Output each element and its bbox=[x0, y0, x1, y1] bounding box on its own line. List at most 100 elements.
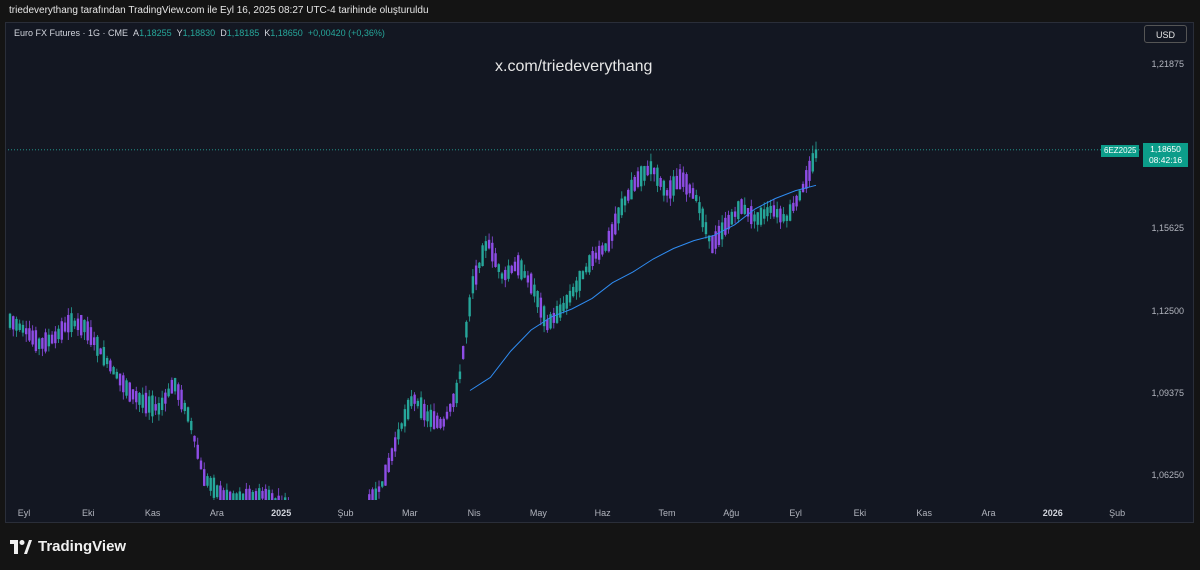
candle bbox=[623, 195, 627, 213]
price-tick-label: 1,06250 bbox=[1151, 470, 1184, 480]
candle bbox=[669, 175, 672, 206]
candle bbox=[403, 404, 407, 433]
symbol-legend: Euro FX Futures · 1G · CME A1,18255 Y1,1… bbox=[14, 28, 385, 38]
candle bbox=[539, 292, 543, 326]
candle bbox=[128, 381, 131, 403]
change-value: +0,00420 (+0,36%) bbox=[307, 28, 385, 38]
watermark: x.com/triedeverythang bbox=[495, 58, 653, 75]
candle bbox=[274, 497, 277, 500]
time-tick-label: Ara bbox=[981, 508, 996, 518]
candle bbox=[520, 258, 523, 281]
candle bbox=[190, 417, 193, 435]
candle bbox=[698, 196, 701, 221]
candle bbox=[649, 153, 653, 182]
candle bbox=[31, 325, 34, 347]
candle bbox=[468, 294, 471, 322]
long-moving-average-line bbox=[469, 184, 817, 391]
candle bbox=[423, 399, 426, 427]
candle bbox=[458, 364, 462, 384]
candle bbox=[283, 492, 287, 500]
candle bbox=[727, 210, 730, 234]
candle bbox=[225, 483, 229, 500]
candle bbox=[759, 206, 763, 227]
candle bbox=[542, 304, 546, 333]
candle bbox=[102, 340, 106, 367]
time-tick-label: May bbox=[529, 508, 547, 518]
close-value: 1,18650 bbox=[270, 28, 303, 38]
time-tick-label: Kas bbox=[144, 508, 161, 518]
candle bbox=[517, 252, 520, 279]
candle bbox=[811, 145, 814, 174]
candle bbox=[594, 246, 598, 263]
candle bbox=[675, 168, 679, 190]
candle bbox=[607, 227, 611, 253]
candle bbox=[105, 355, 109, 368]
candle bbox=[118, 373, 122, 392]
candle bbox=[685, 172, 688, 202]
candle bbox=[267, 485, 271, 500]
candle bbox=[529, 272, 533, 295]
candle bbox=[70, 307, 73, 338]
candle bbox=[203, 462, 206, 487]
candle bbox=[481, 243, 484, 267]
candle bbox=[769, 199, 772, 220]
candle bbox=[785, 214, 789, 228]
candle bbox=[215, 484, 219, 499]
candle bbox=[504, 266, 507, 288]
time-tick-label: Eyl bbox=[789, 508, 802, 518]
candle bbox=[209, 476, 212, 496]
candle bbox=[630, 172, 633, 200]
candle bbox=[147, 390, 151, 420]
close-label: K bbox=[264, 28, 271, 38]
candle bbox=[510, 264, 513, 275]
candle bbox=[37, 337, 41, 356]
symbol-name: Euro FX Futures · 1G · CME bbox=[14, 28, 129, 38]
candle bbox=[507, 259, 510, 282]
candle bbox=[714, 225, 717, 255]
candle bbox=[177, 382, 180, 406]
candle bbox=[196, 437, 199, 460]
currency-button[interactable]: USD bbox=[1144, 25, 1187, 43]
candle bbox=[63, 316, 67, 333]
candle bbox=[568, 284, 572, 306]
candle bbox=[141, 387, 144, 414]
price-tick-label: 1,15625 bbox=[1151, 223, 1184, 234]
candle bbox=[627, 188, 630, 204]
candle bbox=[381, 481, 384, 489]
candle bbox=[610, 222, 614, 249]
time-tick-label: Ağu bbox=[723, 508, 740, 518]
candle bbox=[750, 199, 753, 229]
candle bbox=[419, 391, 423, 420]
candle bbox=[131, 389, 135, 405]
candle bbox=[633, 175, 636, 192]
candle bbox=[704, 214, 708, 239]
candle bbox=[591, 246, 594, 270]
price-chart[interactable] bbox=[0, 0, 1200, 523]
candle bbox=[559, 298, 562, 321]
candle bbox=[406, 398, 410, 421]
candle bbox=[222, 487, 225, 500]
time-tick-label: Mar bbox=[402, 508, 418, 518]
candle bbox=[808, 156, 811, 187]
symbol-price-tag: 6EZ2025 bbox=[1101, 145, 1140, 157]
candle bbox=[513, 257, 517, 272]
candle bbox=[491, 236, 494, 268]
time-tick-label: 2025 bbox=[271, 508, 292, 518]
candle bbox=[241, 493, 245, 500]
candle bbox=[151, 390, 154, 423]
chart-panel[interactable] bbox=[5, 22, 1194, 523]
candle bbox=[228, 490, 232, 500]
candle bbox=[193, 435, 196, 448]
candle bbox=[640, 165, 643, 192]
candle bbox=[238, 487, 242, 500]
tradingview-logo[interactable]: TradingView bbox=[10, 538, 126, 555]
chart-header: triedeverythang tarafından TradingView.c… bbox=[0, 0, 1200, 22]
candle bbox=[92, 331, 96, 351]
candle bbox=[21, 320, 25, 337]
candle bbox=[604, 243, 607, 253]
candle bbox=[436, 412, 439, 430]
candle bbox=[588, 254, 591, 275]
candle bbox=[445, 406, 449, 421]
candle bbox=[688, 183, 691, 198]
candle bbox=[656, 164, 659, 193]
